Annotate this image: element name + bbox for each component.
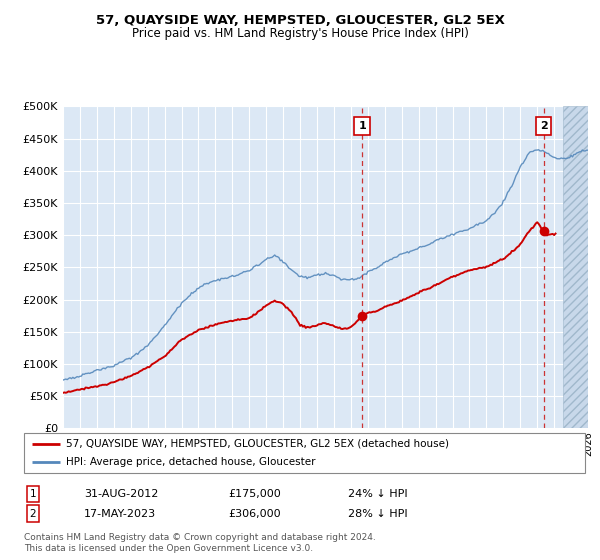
Text: 17-MAY-2023: 17-MAY-2023	[84, 508, 156, 519]
Text: 1: 1	[29, 489, 37, 499]
Text: 1: 1	[358, 121, 366, 130]
Text: Contains HM Land Registry data © Crown copyright and database right 2024.
This d: Contains HM Land Registry data © Crown c…	[24, 533, 376, 553]
FancyBboxPatch shape	[24, 433, 585, 473]
Text: 31-AUG-2012: 31-AUG-2012	[84, 489, 158, 499]
Text: HPI: Average price, detached house, Gloucester: HPI: Average price, detached house, Glou…	[66, 458, 316, 467]
Text: £306,000: £306,000	[228, 508, 281, 519]
Text: 57, QUAYSIDE WAY, HEMPSTED, GLOUCESTER, GL2 5EX (detached house): 57, QUAYSIDE WAY, HEMPSTED, GLOUCESTER, …	[66, 439, 449, 449]
Text: Price paid vs. HM Land Registry's House Price Index (HPI): Price paid vs. HM Land Registry's House …	[131, 27, 469, 40]
Bar	[563, 106, 588, 428]
Text: 2: 2	[540, 121, 548, 130]
Text: 2: 2	[29, 508, 37, 519]
Text: 28% ↓ HPI: 28% ↓ HPI	[348, 508, 407, 519]
Text: £175,000: £175,000	[228, 489, 281, 499]
Text: 57, QUAYSIDE WAY, HEMPSTED, GLOUCESTER, GL2 5EX: 57, QUAYSIDE WAY, HEMPSTED, GLOUCESTER, …	[95, 14, 505, 27]
Text: 24% ↓ HPI: 24% ↓ HPI	[348, 489, 407, 499]
